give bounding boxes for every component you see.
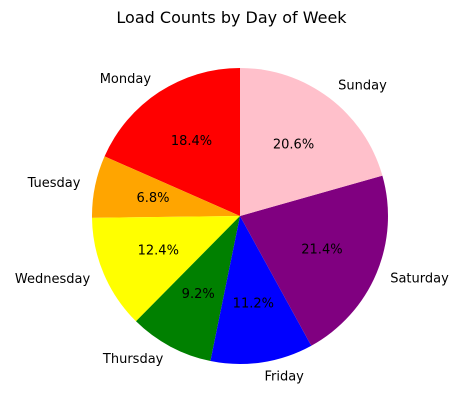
slice-label-friday: Friday: [264, 369, 304, 384]
pie-slice-wednesday: [92, 216, 240, 322]
slice-label-monday: Monday: [100, 72, 152, 87]
slice-label-thursday: Thursday: [102, 352, 164, 367]
pct-label-sunday: 20.6%: [273, 138, 314, 153]
pie-slice-thursday: [136, 216, 240, 362]
pie-slice-friday: [210, 216, 312, 364]
slice-label-sunday: Sunday: [338, 79, 387, 94]
pie-slice-tuesday: [92, 156, 240, 218]
slice-label-wednesday: Wednesday: [15, 272, 91, 287]
pie-slice-saturday: [240, 175, 389, 346]
pie-slice-monday: [104, 68, 240, 216]
pie-slice-sunday: [240, 68, 383, 216]
pct-label-thursday: 9.2%: [182, 287, 215, 302]
slice-label-saturday: Saturday: [390, 271, 449, 286]
chart-title: Load Counts by Day of Week: [116, 8, 347, 27]
pct-label-wednesday: 12.4%: [138, 243, 179, 258]
pct-label-friday: 11.2%: [233, 296, 274, 311]
pct-label-monday: 18.4%: [171, 134, 212, 149]
slice-label-tuesday: Tuesday: [27, 176, 81, 191]
pct-label-tuesday: 6.8%: [136, 191, 169, 206]
pct-label-saturday: 21.4%: [301, 243, 342, 258]
